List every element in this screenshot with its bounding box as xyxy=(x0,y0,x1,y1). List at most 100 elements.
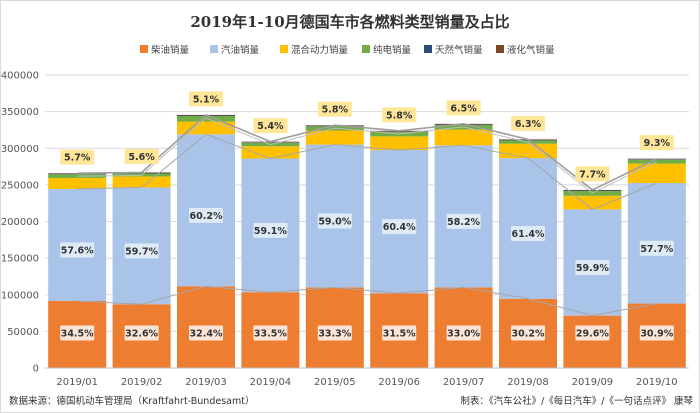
x-tick-label: 2019/01 xyxy=(56,377,98,388)
diesel-share-label-box xyxy=(317,325,352,341)
legend-swatch xyxy=(210,45,218,53)
diesel-share-label-box xyxy=(511,325,545,341)
alt-share-label-box xyxy=(446,100,481,116)
x-tick-label: 2019/05 xyxy=(314,377,356,388)
alt-share-label: 5.8% xyxy=(386,110,413,121)
bar-segment xyxy=(112,173,171,174)
bar-segment xyxy=(434,124,493,125)
alt-share-label: 5.7% xyxy=(64,153,91,164)
legend-item: 混合动力销量 xyxy=(280,44,349,56)
gasoline-share-label: 59.0% xyxy=(318,217,351,228)
diesel-share-label-box xyxy=(382,325,417,341)
total-trend-line xyxy=(77,113,658,191)
alt-share-label-box xyxy=(639,135,674,151)
bar-segment xyxy=(563,315,622,368)
alt-share-label-box xyxy=(382,107,417,123)
bar-segment xyxy=(563,195,622,210)
share-labels: 34.5% 57.6% 5.7% 32.6% 59.7% 5.6% 32.4% 60.2% 5.… xyxy=(60,91,674,341)
x-tick-label: 2019/04 xyxy=(250,377,292,388)
chart-title: 2019年1-10月德国车市各燃料类型销量及占比 xyxy=(190,13,509,31)
diesel-share-label-box xyxy=(446,325,481,341)
bar-segment xyxy=(48,177,107,189)
gasoline-share-label-box xyxy=(446,213,481,229)
legend-label: 纯电销量 xyxy=(373,44,412,56)
source-note: 数据来源：德国机动车管理局（Kraftfahrt-Bundesamt） xyxy=(9,395,254,407)
x-tick-label: 2019/02 xyxy=(121,377,163,388)
diesel-share-label: 31.5% xyxy=(383,329,416,340)
bar-segment xyxy=(112,176,171,188)
credit-note: 制表：《汽车公社》/《每日汽车》/《一句话点评》 康琴 xyxy=(460,395,693,407)
bar-segment xyxy=(48,173,107,174)
y-tick-label: 0 xyxy=(33,364,39,375)
gasoline-share-label-box xyxy=(189,207,223,223)
diesel-share-label-box xyxy=(60,325,95,341)
legend-swatch xyxy=(280,45,288,53)
gasoline-share-label: 59.9% xyxy=(576,263,609,274)
alt-share-label: 6.3% xyxy=(515,119,542,130)
bar-segment xyxy=(305,130,364,145)
diesel-share-label: 32.4% xyxy=(190,329,223,340)
alt-share-label-box xyxy=(511,115,545,131)
bar-segment xyxy=(241,142,300,143)
alt-share-label-box xyxy=(253,118,288,134)
bar-segment xyxy=(434,129,493,146)
gasoline-share-label: 61.4% xyxy=(512,229,545,240)
gasoline-share-label-box xyxy=(124,243,159,259)
alt-share-label-box xyxy=(124,148,159,164)
alt-share-label: 9.3% xyxy=(644,138,671,149)
alt-share-label: 5.4% xyxy=(257,121,284,132)
x-axis: 2019/01 2019/02 2019/03 2019/04 2019/05 2019/… xyxy=(45,367,689,388)
x-tick-label: 2019/10 xyxy=(636,377,678,388)
alt-share-label: 5.8% xyxy=(322,105,349,116)
alt-share-label: 5.1% xyxy=(193,94,220,105)
y-tick-label: 50000 xyxy=(7,327,39,338)
alt-share-label-box xyxy=(189,91,223,107)
gasoline-share-label: 58.2% xyxy=(447,217,480,228)
gasoline-share-label-box xyxy=(317,213,352,229)
y-tick-label: 400000 xyxy=(1,71,39,82)
diesel-share-label: 33.5% xyxy=(254,329,287,340)
alt-share-label: 6.5% xyxy=(450,103,477,114)
diesel-share-label: 33.0% xyxy=(447,329,480,340)
legend-item: 汽油销量 xyxy=(210,44,260,56)
x-tick-label: 2019/03 xyxy=(185,377,227,388)
gasoline-share-label: 60.2% xyxy=(190,211,223,222)
diesel-share-label: 33.3% xyxy=(318,329,351,340)
gasoline-share-label-box xyxy=(639,240,674,256)
bar-group xyxy=(563,189,622,368)
gasoline-share-label-box xyxy=(253,222,288,238)
bar-segment xyxy=(627,163,686,184)
diesel-share-label-box xyxy=(189,325,223,341)
legend-label: 汽油销量 xyxy=(221,44,260,56)
gasoline-share-label-box xyxy=(60,242,95,258)
gasoline-share-label: 59.7% xyxy=(125,246,158,257)
y-tick-label: 250000 xyxy=(1,180,39,191)
y-tick-label: 100000 xyxy=(1,290,39,301)
legend-swatch xyxy=(140,45,148,53)
x-tick-label: 2019/09 xyxy=(572,377,614,388)
diesel-share-label-box xyxy=(575,325,610,341)
diesel-share-label: 29.6% xyxy=(576,329,609,340)
y-tick-label: 300000 xyxy=(1,144,39,155)
bar-segment xyxy=(177,116,235,122)
legend-item: 天然气销量 xyxy=(424,44,483,56)
gasoline-share-label: 57.6% xyxy=(61,245,94,256)
gasoline-share-label-box xyxy=(575,260,610,276)
alt-share-label-box xyxy=(317,101,352,117)
diesel-share-label-box xyxy=(124,325,159,341)
legend-label: 天然气销量 xyxy=(435,44,483,56)
legend-label: 混合动力销量 xyxy=(291,44,349,56)
diesel-share-label-box xyxy=(253,325,288,341)
bar-segment xyxy=(499,143,557,159)
legend-item: 纯电销量 xyxy=(362,44,412,56)
gasoline-trend-line xyxy=(77,133,657,210)
diesel-share-label: 34.5% xyxy=(61,329,94,340)
gasoline-share-label: 57.7% xyxy=(640,244,673,255)
bar-segment xyxy=(241,146,300,159)
diesel-share-label: 30.2% xyxy=(512,329,545,340)
legend-swatch xyxy=(424,45,432,53)
legend-item: 液化气销量 xyxy=(496,44,555,56)
bar-segment xyxy=(370,131,429,132)
y-tick-label: 150000 xyxy=(1,254,39,265)
